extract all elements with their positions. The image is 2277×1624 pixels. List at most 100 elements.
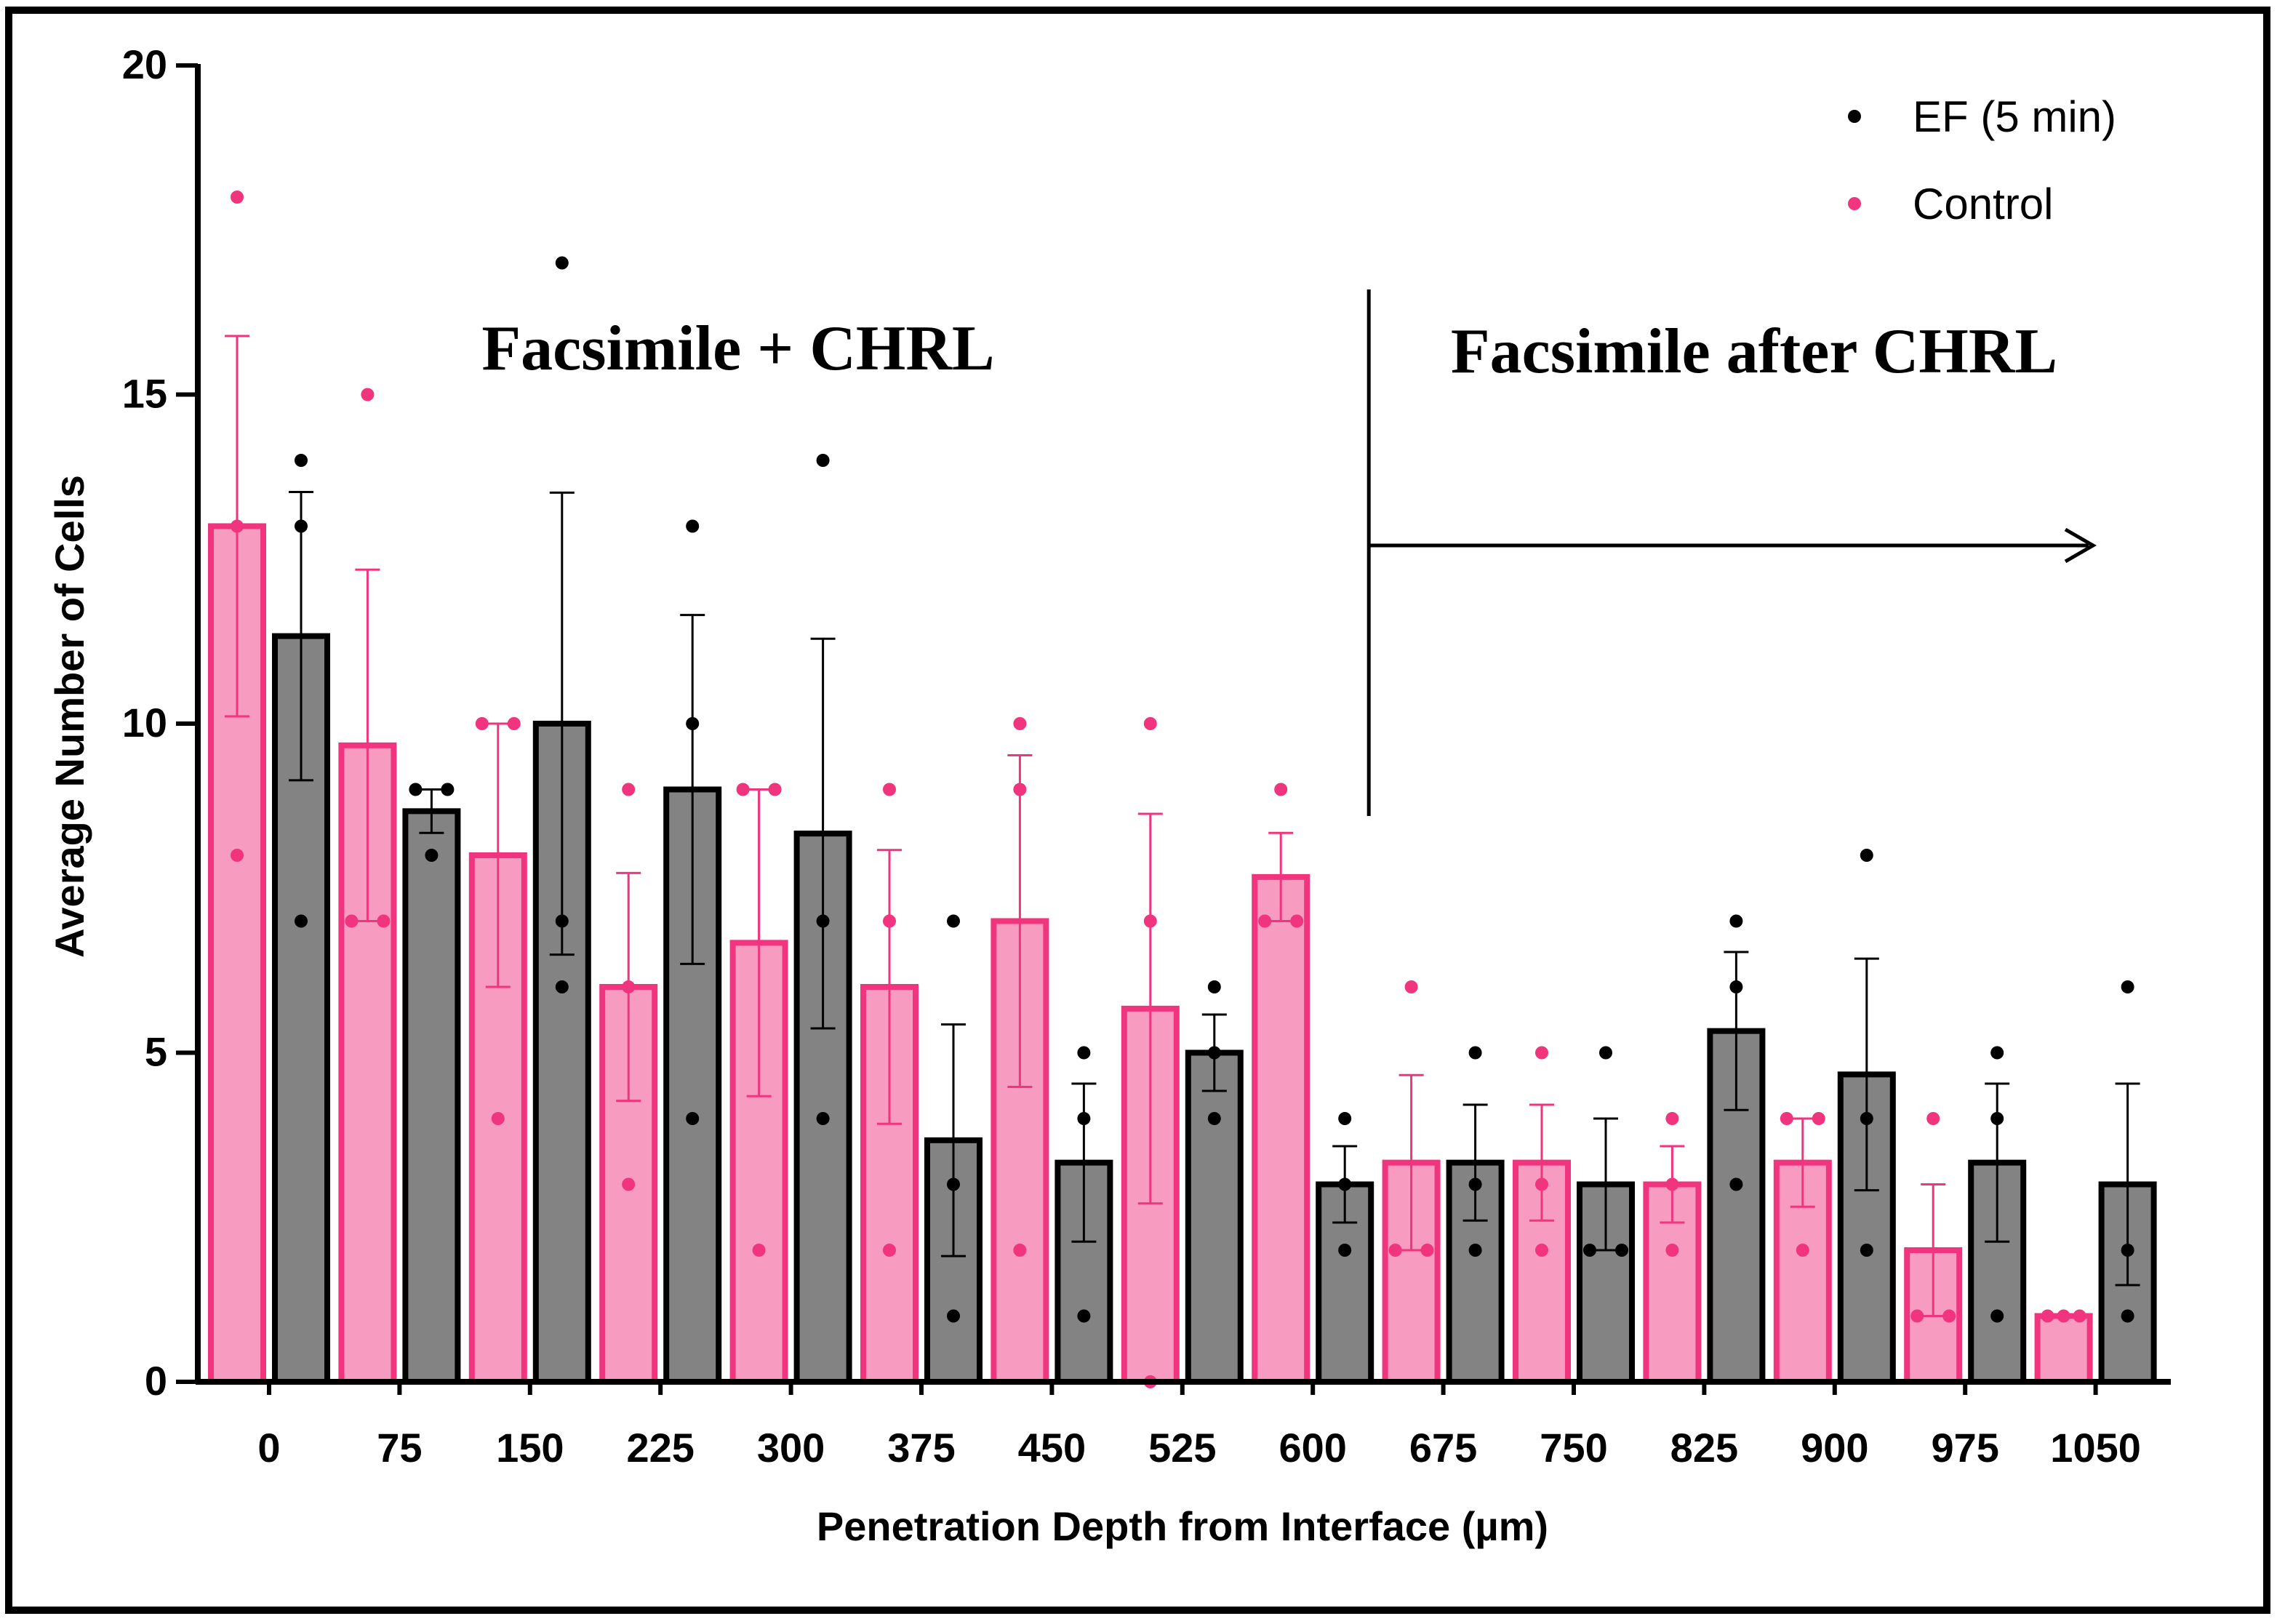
data-point-control-300-1: [768, 783, 782, 796]
data-point-ef-1050-1: [2121, 1244, 2134, 1257]
data-point-ef-825-0: [1729, 914, 1743, 928]
y-tick-label-20: 20: [122, 41, 167, 87]
bar-control-1050: [2034, 1313, 2093, 1385]
data-point-control-75-1: [345, 914, 359, 928]
data-point-control-900-0: [1780, 1112, 1793, 1125]
y-axis-title: Average Number of Cells: [47, 475, 92, 958]
bar-control-75: [338, 742, 397, 1385]
x-tick-label-300: 300: [757, 1425, 825, 1471]
legend-label-control: Control: [1913, 180, 2053, 228]
legend-marker-control: [1848, 197, 1861, 210]
data-point-ef-75-2: [425, 849, 439, 862]
data-point-ef-750-0: [1599, 1046, 1612, 1060]
data-point-control-1050-0: [2041, 1309, 2054, 1323]
data-point-ef-750-1: [1583, 1244, 1596, 1257]
legend-marker-ef: [1848, 110, 1861, 123]
data-point-control-825-0: [1665, 1112, 1679, 1125]
data-point-ef-225-2: [686, 1112, 700, 1125]
data-point-control-825-2: [1665, 1244, 1679, 1257]
data-point-ef-975-0: [1990, 1046, 2004, 1060]
data-point-ef-300-2: [816, 1112, 830, 1125]
y-tick-label-5: 5: [145, 1029, 167, 1075]
data-point-ef-225-1: [686, 717, 700, 730]
data-point-ef-900-2: [1860, 1244, 1873, 1257]
data-point-ef-375-1: [947, 1177, 960, 1191]
data-point-ef-375-0: [947, 914, 960, 928]
y-tick-label-0: 0: [145, 1358, 167, 1404]
data-point-control-75-0: [361, 388, 375, 401]
data-point-control-225-1: [622, 980, 636, 993]
data-point-control-750-1: [1535, 1177, 1548, 1191]
data-point-control-975-2: [1942, 1309, 1956, 1323]
data-point-control-150-0: [475, 717, 489, 730]
data-point-ef-450-1: [1077, 1112, 1091, 1125]
data-point-control-675-2: [1420, 1244, 1434, 1257]
data-point-control-300-0: [736, 783, 750, 796]
data-point-ef-600-0: [1338, 1112, 1352, 1125]
bar-ef-525: [1185, 1049, 1244, 1385]
data-point-ef-1050-0: [2121, 980, 2134, 993]
data-point-control-75-2: [377, 914, 391, 928]
data-point-ef-0-2: [295, 914, 308, 928]
data-point-ef-0-1: [295, 519, 308, 533]
data-point-control-1050-2: [2073, 1309, 2086, 1323]
data-point-control-450-2: [1013, 1244, 1027, 1257]
data-point-control-900-1: [1812, 1112, 1825, 1125]
bar-ef-75: [402, 808, 461, 1385]
data-point-control-750-0: [1535, 1046, 1548, 1060]
data-point-ef-675-2: [1468, 1244, 1482, 1257]
data-point-control-900-2: [1796, 1244, 1809, 1257]
data-point-ef-600-2: [1338, 1244, 1352, 1257]
data-point-ef-1050-2: [2121, 1309, 2134, 1323]
data-point-control-150-2: [491, 1112, 505, 1125]
x-tick-label-525: 525: [1148, 1425, 1216, 1471]
data-point-control-0-1: [231, 519, 244, 533]
data-point-ef-975-2: [1990, 1309, 2004, 1323]
data-point-control-1050-1: [2057, 1309, 2070, 1323]
x-tick-label-75: 75: [377, 1425, 422, 1471]
data-point-control-525-0: [1143, 717, 1157, 730]
data-point-control-375-0: [883, 783, 896, 796]
data-point-control-975-1: [1910, 1309, 1924, 1323]
data-point-control-225-0: [622, 783, 636, 796]
data-point-control-450-0: [1013, 717, 1027, 730]
data-point-ef-150-2: [555, 980, 569, 993]
data-point-ef-300-0: [816, 454, 830, 467]
data-point-ef-900-1: [1860, 1112, 1873, 1125]
data-point-control-600-2: [1290, 914, 1304, 928]
data-point-control-300-2: [752, 1244, 766, 1257]
x-tick-label-600: 600: [1278, 1425, 1346, 1471]
x-tick-label-675: 675: [1409, 1425, 1477, 1471]
data-point-ef-600-1: [1338, 1177, 1352, 1191]
data-point-control-0-2: [231, 849, 244, 862]
annotation-right-region: Facsimile after CHRL: [1451, 316, 2057, 387]
data-point-ef-150-0: [555, 256, 569, 270]
data-point-ef-825-1: [1729, 980, 1743, 993]
data-point-ef-375-2: [947, 1309, 960, 1323]
data-point-ef-300-1: [816, 914, 830, 928]
data-point-control-450-1: [1013, 783, 1027, 796]
data-point-control-675-1: [1388, 1244, 1402, 1257]
x-tick-label-975: 975: [1931, 1425, 1998, 1471]
data-point-ef-150-1: [555, 914, 569, 928]
data-point-ef-825-2: [1729, 1177, 1743, 1191]
data-point-ef-0-0: [295, 454, 308, 467]
data-point-control-375-2: [883, 1244, 896, 1257]
x-tick-label-1050: 1050: [2050, 1425, 2141, 1471]
data-point-ef-525-0: [1207, 980, 1221, 993]
y-tick-label-15: 15: [122, 371, 167, 417]
data-point-control-675-0: [1404, 980, 1418, 993]
annotation-left-region: Facsimile + CHRL: [481, 313, 994, 384]
x-tick-label-900: 900: [1801, 1425, 1868, 1471]
data-point-control-225-2: [622, 1177, 636, 1191]
data-point-control-600-0: [1274, 783, 1288, 796]
data-point-ef-75-1: [441, 783, 455, 796]
data-point-ef-525-1: [1207, 1046, 1221, 1060]
legend-label-ef: EF (5 min): [1913, 92, 2116, 141]
bar-control-600: [1252, 873, 1310, 1385]
data-point-ef-975-1: [1990, 1112, 2004, 1125]
data-point-ef-675-1: [1468, 1177, 1482, 1191]
data-point-ef-450-2: [1077, 1309, 1091, 1323]
